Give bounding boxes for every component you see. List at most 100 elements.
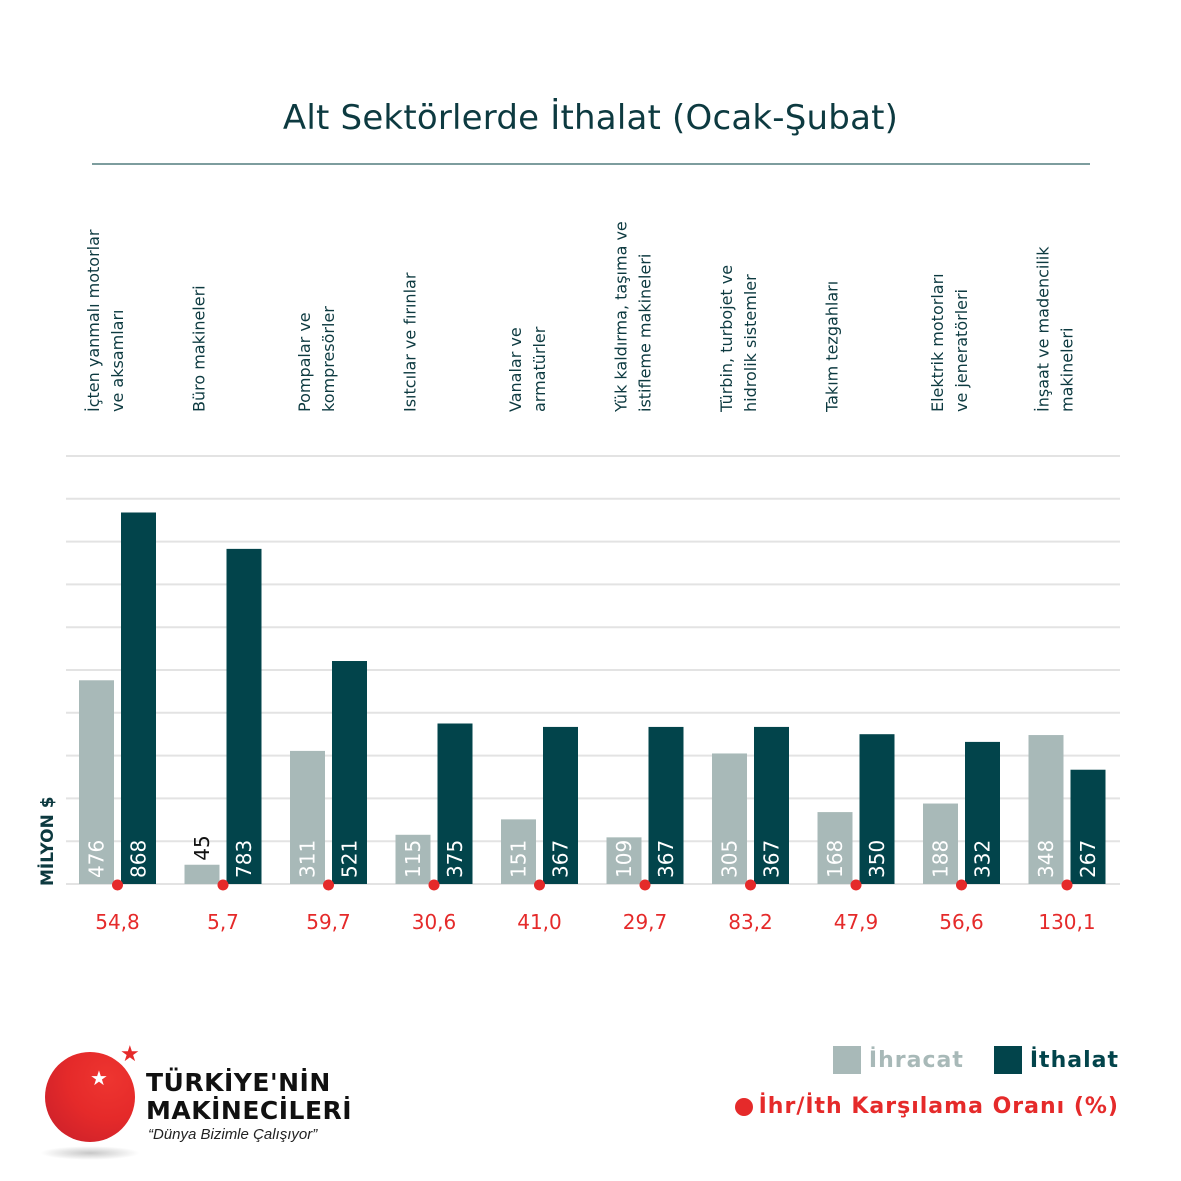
category-label: Türbin, turbojet ve [717,265,736,413]
ratio-label: 41,0 [517,910,562,934]
bar-ihracat [79,680,114,884]
bar-ihracat [712,753,747,884]
data-label-ihracat: 109 [612,840,636,878]
ratio-label: 29,7 [623,910,668,934]
bar-ithalat [437,723,473,884]
category-label: istifleme makineleri [636,254,655,412]
chart-title: Alt Sektörlerde İthalat (Ocak-Şubat) [282,98,899,138]
data-label-ithalat: 267 [1076,840,1100,878]
bar-ihracat [606,837,642,884]
ratio-marker [956,879,967,891]
legend-swatch-ithalat [993,1046,1022,1074]
ratio-label: 130,1 [1038,910,1095,934]
legend: İhracat İthalat İhr/İth Karşılama Oranı … [734,1046,1119,1119]
ratio-label: 30,6 [412,910,457,934]
bar-ihracat [501,819,536,884]
legend-label-ihracat: İhracat [868,1047,964,1073]
ratio-marker [428,879,440,891]
legend-label-ithalat: İthalat [1029,1047,1119,1073]
bar-ihracat [395,834,431,884]
data-label-ihracat: 476 [85,840,109,878]
star-icon: ★ [90,1066,108,1090]
ratio-label: 59,7 [306,910,351,934]
bar-ithalat [859,734,895,884]
legend-swatch-ihracat [832,1046,861,1074]
ratio-marker [850,879,862,891]
category-label: ve aksamları [108,310,127,412]
bar-ihracat [290,750,325,884]
data-label-ihracat: 188 [929,840,953,878]
ratio-marker [745,879,756,891]
data-label-ithalat: 521 [338,840,362,878]
ratio-marker [112,879,123,891]
y-axis-label: MİLYON $ [36,796,58,886]
data-label-ithalat: 367 [760,840,784,878]
title-divider [92,163,1090,165]
ratio-label: 56,6 [939,910,984,934]
category-label: makineleri [1058,328,1077,412]
category-label: kompresörler [319,306,338,412]
category-label: İçten yanmalı motorlar [84,229,103,412]
ratio-marker [534,879,545,891]
category-label: Pompalar ve [295,312,314,412]
bars: 476 868 45 783 311 521 115 375 151 367 109 367 305 36… [79,512,1106,884]
category-label: İnşaat ve madencilik [1034,246,1053,412]
bar-ithalat [648,726,684,884]
category-label: Yük kaldırma, taşıma ve [612,221,631,413]
logo-slogan: “Dünya Bizimle Çalışıyor” [148,1126,318,1143]
logo-shadow [40,1146,140,1160]
ratio-labels: 54,8 5,7 59,7 30,6 41,0 29,7 83,2 47,9 56,6 130,1 [95,879,1096,934]
bar-ithalat [754,726,789,884]
ratio-label: 83,2 [728,910,773,934]
legend-ratio-row: İhr/İth Karşılama Oranı (%) [734,1094,1119,1119]
data-label-ihracat: 311 [296,840,320,878]
ratio-marker [323,879,334,891]
category-label: Takım tezgahları [823,281,842,413]
bar-ithalat [543,726,578,884]
logo-text-line2: MAKİNECİLERİ [146,1096,353,1125]
bar-ihracat [817,812,853,884]
bar-ithalat [332,661,367,884]
ratio-marker [1061,879,1073,891]
category-label: Vanalar ve [506,327,525,412]
logo-text-line1: TÜRKİYE'NİN [146,1068,331,1097]
bar-ithalat [226,548,262,884]
data-label-ithalat: 332 [971,840,995,878]
data-label-ihracat: 305 [718,840,742,878]
data-label-ithalat: 367 [549,840,573,878]
data-label-ihracat: 348 [1034,840,1058,878]
ratio-label: 5,7 [207,910,239,934]
bar-ithalat [965,741,1000,884]
star-icon: ★ [120,1042,140,1067]
ratio-marker [217,879,229,891]
category-label: Büro makineleri [190,285,209,412]
logo-red-circle [45,1052,135,1142]
data-label-ithalat: 868 [127,840,151,878]
data-label-ihracat: 45 [190,835,214,860]
logo: ★ ★ TÜRKİYE'NİN MAKİNECİLERİ “Dünya Bizi… [40,1040,360,1170]
legend-label-ratio: İhr/İth Karşılama Oranı (%) [758,1094,1119,1119]
category-label: Isıtcılar ve fırınlar [401,272,420,412]
data-label-ithalat: 783 [232,840,256,878]
category-label: hidrolik sistemler [741,274,760,412]
bar-ithalat [1070,769,1106,884]
legend-dot-ratio [734,1097,753,1116]
data-label-ithalat: 367 [654,840,678,878]
bar-ihracat [184,864,220,884]
data-label-ihracat: 115 [401,840,425,878]
bar-ihracat [1028,735,1064,884]
ratio-marker [639,879,651,891]
bar-ihracat [923,803,958,884]
gridlines [66,455,1120,885]
category-label: ve jeneratörleri [952,289,971,412]
data-label-ithalat: 375 [443,840,467,878]
category-labels: İçten yanmalı motorlar ve aksamları Büro m… [84,221,1077,413]
data-label-ithalat: 350 [865,840,889,878]
ratio-label: 47,9 [834,910,879,934]
data-label-ihracat: 168 [823,840,847,878]
category-label: Elektrik motorları [928,273,947,412]
ratio-label: 54,8 [95,910,140,934]
legend-series-row: İhracat İthalat [735,1046,1119,1074]
bar-ithalat [121,512,156,884]
